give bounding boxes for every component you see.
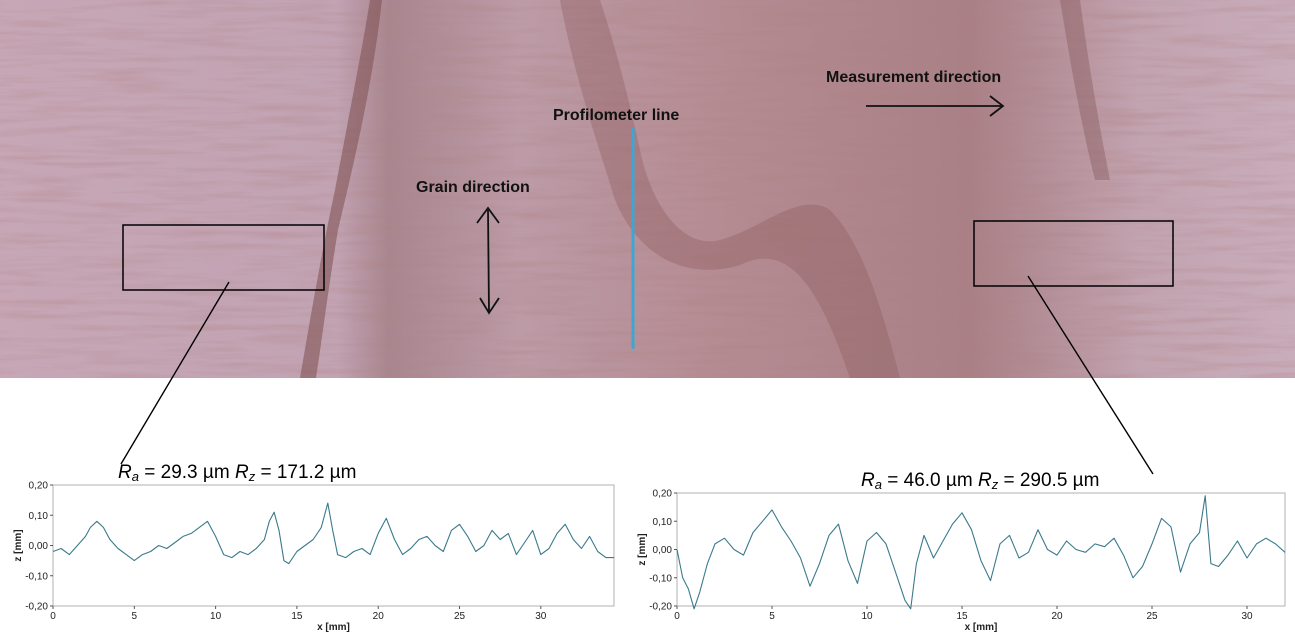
x-tick-label: 5 [769, 611, 775, 622]
x-tick-label: 0 [674, 611, 680, 622]
left-roughness-label: Ra = 29.3 µm Rz = 171.2 µm [118, 462, 356, 484]
grain-direction-arrow [476, 206, 500, 315]
y-tick-label: -0,10 [25, 571, 48, 582]
measurement-direction-arrow [866, 95, 1005, 117]
y-tick-label: 0,10 [29, 511, 49, 522]
y-tick-label: -0,20 [25, 602, 48, 613]
plot-area [676, 492, 1286, 607]
y-tick-label: -0,10 [649, 573, 672, 584]
y-axis-title: z [mm] [13, 529, 24, 561]
x-tick-label: 20 [373, 611, 385, 622]
x-tick-label: 20 [1051, 611, 1063, 622]
y-tick-label: 0,00 [29, 541, 49, 552]
y-tick-label: 0,20 [653, 489, 673, 500]
x-tick-label: 25 [1146, 611, 1158, 622]
x-tick-label: 15 [956, 611, 968, 622]
y-tick-label: 0,20 [29, 481, 49, 492]
profile-series-line [52, 502, 614, 565]
x-tick-label: 10 [861, 611, 873, 622]
profile-series-line [676, 495, 1286, 610]
x-tick-label: 25 [454, 611, 466, 622]
surface-photo: Profilometer line Grain direction Measur… [0, 0, 1295, 378]
left-profile-chart: 0,20 0,10 0,00 -0,10 -0,200 5 10 15 20 25 30 x [mm]… [13, 481, 615, 633]
x-tick-label: 5 [132, 611, 138, 622]
x-axis-title: x [mm] [317, 622, 350, 633]
x-tick-label: 0 [50, 611, 56, 622]
y-tick-label: -0,20 [649, 602, 672, 613]
right-profile-chart: 0,20 0,10 0,00 -0,10 -0,200 5 10 15 20 25 30 x [mm]… [637, 489, 1286, 633]
x-tick-label: 15 [291, 611, 303, 622]
right-leader-line [1027, 275, 1154, 475]
x-tick-label: 10 [210, 611, 222, 622]
right-roughness-label: Ra = 46.0 µm Rz = 290.5 µm [861, 470, 1099, 492]
left-leader-line [120, 281, 230, 465]
profilometer-line-label: Profilometer line [553, 107, 679, 124]
x-axis-title: x [mm] [965, 622, 998, 633]
y-tick-label: 0,10 [653, 517, 673, 528]
measurement-direction-label: Measurement direction [826, 69, 1001, 86]
grain-direction-label: Grain direction [416, 179, 530, 196]
x-tick-label: 30 [535, 611, 547, 622]
plot-area [52, 484, 615, 607]
x-tick-label: 30 [1241, 611, 1253, 622]
y-axis-title: z [mm] [637, 533, 648, 565]
right-sample-region [973, 220, 1174, 287]
y-tick-label: 0,00 [653, 545, 673, 556]
